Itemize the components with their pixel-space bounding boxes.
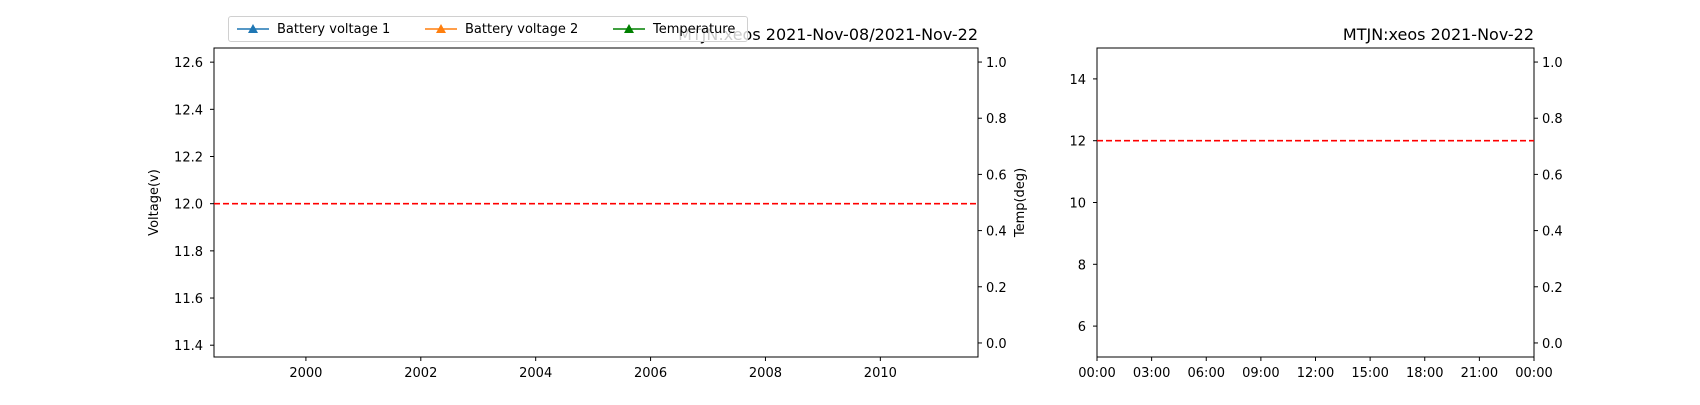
- y2-tick-label: 0.0: [1542, 337, 1563, 352]
- y2-tick-label: 0.8: [986, 112, 1007, 127]
- x-tick-label: 00:00: [1078, 366, 1115, 381]
- plot-frame: [213, 47, 979, 358]
- legend-label: Temperature: [653, 21, 736, 37]
- y2-tick-label: 1.0: [986, 56, 1007, 71]
- y2-tick-label: 0.6: [986, 168, 1007, 183]
- plot-frame: [1096, 47, 1535, 358]
- x-tick-label: 09:00: [1242, 366, 1279, 381]
- x-tick-label: 2006: [634, 366, 667, 381]
- y2-axis-label: Temp(deg): [1013, 168, 1028, 238]
- triangle-marker-icon: [425, 24, 457, 33]
- y-tick-label: 12.4: [174, 103, 203, 118]
- y2-tick-label: 0.0: [986, 337, 1007, 352]
- x-tick-label: 06:00: [1188, 366, 1225, 381]
- y-tick-label: 12: [1069, 135, 1086, 150]
- y2-tick-label: 0.2: [1542, 281, 1563, 296]
- chart-panel-right: 00:00 03:00 06:00 09:00 12:00 15:00 18:00 21:00…: [1069, 25, 1562, 381]
- legend-label: Battery voltage 1: [277, 21, 391, 37]
- x-tick-label: 12:00: [1297, 366, 1334, 381]
- y-tick-label: 11.4: [174, 339, 203, 354]
- y-tick-label: 14: [1069, 73, 1086, 88]
- y2-tick-label: 0.8: [1542, 112, 1563, 127]
- x-tick-label: 2008: [749, 366, 782, 381]
- x-tick-label: 2004: [519, 366, 552, 381]
- chart-title: MTJN:xeos 2021-Nov-22: [1343, 25, 1534, 44]
- y2-tick-label: 0.2: [986, 281, 1007, 296]
- y-tick-label: 12.0: [174, 198, 203, 213]
- triangle-marker-icon: [237, 24, 269, 33]
- y2-tick-label: 0.6: [1542, 168, 1563, 183]
- x-tick-label: 18:00: [1406, 366, 1443, 381]
- y2-tick-label: 1.0: [1542, 56, 1563, 71]
- y-tick-label: 12.2: [174, 151, 203, 166]
- legend-item-battery-voltage-1: Battery voltage 1: [235, 20, 390, 38]
- y2-tick-label: 0.4: [1542, 225, 1563, 240]
- y-tick-label: 6: [1078, 320, 1086, 335]
- chart-panel-left: 2000 2002 2004 2006 2008 2010 11.4 11.6 11.8 12.0…: [147, 25, 1028, 381]
- y-tick-label: 11.6: [174, 292, 203, 307]
- x-tick-label: 03:00: [1133, 366, 1170, 381]
- x-tick-label: 00:00: [1515, 366, 1552, 381]
- y-tick-label: 12.6: [174, 56, 203, 71]
- legend-item-battery-voltage-2: Battery voltage 2: [423, 20, 578, 38]
- legend-label: Battery voltage 2: [465, 21, 579, 37]
- x-tick-label: 21:00: [1461, 366, 1498, 381]
- y-axis-label: Voltage(v): [147, 169, 162, 236]
- x-tick-label: 2000: [289, 366, 322, 381]
- x-tick-label: 2010: [864, 366, 897, 381]
- y2-tick-label: 0.4: [986, 225, 1007, 240]
- y-tick-label: 10: [1069, 197, 1086, 212]
- y-tick-label: 8: [1078, 258, 1086, 273]
- legend: Battery voltage 1 Battery voltage 2 Temp…: [228, 16, 748, 42]
- triangle-marker-icon: [613, 24, 645, 33]
- y-tick-label: 11.8: [174, 245, 203, 260]
- legend-item-temperature: Temperature: [611, 20, 735, 38]
- x-tick-label: 15:00: [1351, 366, 1388, 381]
- x-tick-label: 2002: [404, 366, 437, 381]
- chart-title: MTJN:xeos 2021-Nov-08/2021-Nov-22: [678, 25, 978, 44]
